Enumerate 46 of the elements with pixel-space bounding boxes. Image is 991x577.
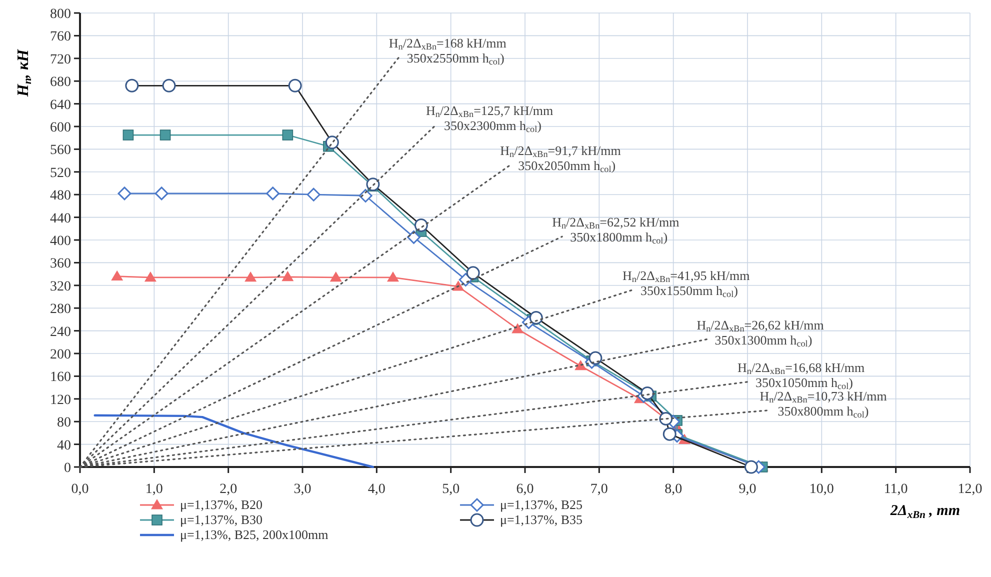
annotation: H$_{n}$/2Δ$_{xBn}$=62,52 kH/mm 350x1800mm h$_{col}$) <box>552 214 680 246</box>
legend-label: μ=1,13%, B25, 200x100mm <box>180 527 328 542</box>
x-tick-label: 8,0 <box>664 482 682 497</box>
annotation: H$_{n}$/2Δ$_{xBn}$=125,7 kH/mm 350x2300mm h$_{col}$) <box>426 102 554 134</box>
x-axis-title: 2Δ$_{xBn}$ , mm <box>889 503 960 521</box>
y-tick-label: 720 <box>50 52 71 68</box>
y-tick-label: 280 <box>50 302 71 318</box>
x-tick-label: 4,0 <box>368 482 386 497</box>
x-tick-label: 3,0 <box>294 482 312 497</box>
annotation: H$_{n}$/2Δ$_{xBn}$=91,7 kH/mm 350x2050mm h$_{col}$) <box>500 143 621 174</box>
y-tick-label: 560 <box>50 143 71 158</box>
y-tick-label: 120 <box>50 392 71 408</box>
x-tick-label: 11,0 <box>884 482 908 497</box>
legend-label: μ=1,137%, B35 <box>500 512 583 527</box>
x-tick-label: 5,0 <box>442 482 460 497</box>
x-tick-label: 0,0 <box>71 482 89 497</box>
y-tick-label: 640 <box>50 98 71 113</box>
y-tick-label: 0 <box>64 461 71 476</box>
y-tick-label: 200 <box>50 348 71 362</box>
y-tick-label: 440 <box>50 211 71 226</box>
y-tick-label: 80 <box>57 416 71 431</box>
y-tick-label: 800 <box>50 7 71 22</box>
annotation: H$_{n}$/2Δ$_{xBn}$=26,62 kH/mm 350x1300mm h$_{col}$) <box>696 317 824 349</box>
x-tick-label: 1,0 <box>145 482 163 497</box>
annotation: H$_{n}$/2Δ$_{xBn}$=168 kH/mm 350x2550mm h$_{col}$) <box>388 35 506 67</box>
y-tick-label: 520 <box>50 166 71 181</box>
y-tick-label: 40 <box>57 438 71 454</box>
x-tick-label: 7,0 <box>590 482 608 497</box>
annotation: H$_{n}$/2Δ$_{xBn}$=41,95 kH/mm 350x1550mm h$_{col}$) <box>622 268 750 300</box>
y-tick-label: 360 <box>50 256 71 272</box>
legend-label: μ=1,137%, B30 <box>180 512 263 527</box>
x-tick-label: 6,0 <box>516 482 534 497</box>
y-tick-label: 760 <box>50 30 71 45</box>
x-tick-label: 2,0 <box>220 482 238 497</box>
y-tick-label: 400 <box>50 234 71 249</box>
y-tick-label: 320 <box>50 279 71 294</box>
y-tick-label: 680 <box>50 75 71 90</box>
y-tick-label: 240 <box>50 324 71 340</box>
x-tick-label: 12,0 <box>958 482 982 497</box>
x-tick-label: 10,0 <box>809 482 834 497</box>
legend-label: μ=1,137%, B20 <box>180 497 263 512</box>
y-tick-label: 480 <box>50 188 71 204</box>
legend-label: μ=1,137%, B25 <box>500 497 583 512</box>
x-tick-label: 9,0 <box>738 482 756 497</box>
y-tick-label: 160 <box>50 370 71 386</box>
y-tick-label: 600 <box>50 120 71 136</box>
